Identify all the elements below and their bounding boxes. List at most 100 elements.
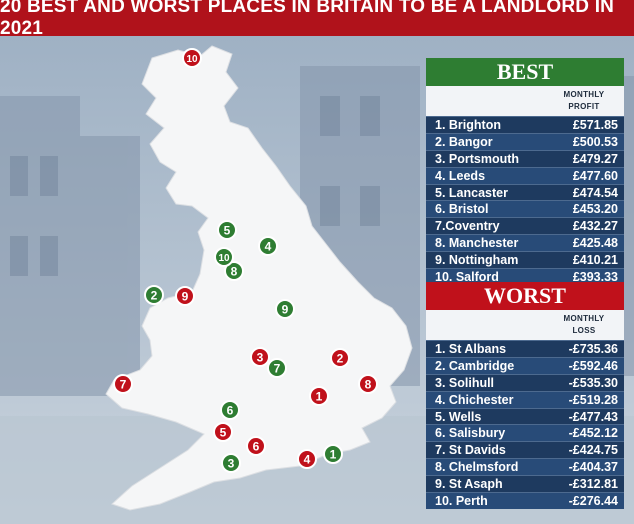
- row-name: 10. Salford: [435, 269, 499, 284]
- svg-text:7: 7: [120, 378, 127, 392]
- best-rows: 1. Brighton £571.85 2. Bangor £500.53 3. P…: [426, 116, 624, 285]
- row-name: 8. Chelmsford: [435, 460, 519, 475]
- best-marker-5: 5: [217, 220, 237, 240]
- row-name: 9. St Asaph: [435, 477, 503, 492]
- table-row: 6. Bristol £453.20: [426, 200, 624, 218]
- row-value: £453.20: [572, 202, 618, 217]
- row-value: -£477.43: [568, 409, 618, 424]
- row-name: 5. Lancaster: [435, 185, 508, 200]
- worst-marker-6: 6: [246, 436, 266, 456]
- best-marker-8: 8: [224, 261, 244, 281]
- worst-marker-7: 7: [113, 374, 133, 394]
- row-value: £410.21: [572, 253, 618, 268]
- row-name: 3. Portsmouth: [435, 151, 520, 166]
- row-name: 7.Coventry: [435, 219, 500, 234]
- svg-text:6: 6: [253, 440, 260, 454]
- svg-text:5: 5: [220, 426, 227, 440]
- best-marker-6: 6: [220, 400, 240, 420]
- table-row: 3. Portsmouth £479.27: [426, 149, 624, 167]
- svg-text:3: 3: [257, 351, 264, 365]
- svg-text:1: 1: [316, 390, 323, 404]
- row-value: -£519.28: [568, 392, 618, 407]
- row-value: -£404.37: [568, 460, 618, 475]
- worst-marker-3: 3: [250, 347, 270, 367]
- page-title: 20 BEST AND WORST PLACES IN BRITAIN TO B…: [0, 0, 634, 39]
- best-table: BEST MONTHLY PROFIT 1. Brighton £571.85 2…: [426, 58, 624, 285]
- row-name: 10. Perth: [435, 493, 488, 508]
- table-row: 10. Salford £393.33: [426, 268, 624, 285]
- table-row: 5. Wells -£477.43: [426, 407, 624, 425]
- svg-text:9: 9: [182, 290, 189, 304]
- row-name: 9. Nottingham: [435, 253, 519, 268]
- table-row: 3. Solihull -£535.30: [426, 373, 624, 391]
- worst-heading: WORST: [426, 282, 624, 310]
- worst-marker-4: 4: [297, 449, 317, 469]
- table-row: 6. Salisbury -£452.12: [426, 424, 624, 442]
- row-name: 6. Bristol: [435, 202, 489, 217]
- table-row: 5. Lancaster £474.54: [426, 183, 624, 201]
- best-marker-1: 1: [323, 444, 343, 464]
- row-value: -£312.81: [568, 477, 618, 492]
- best-marker-7: 7: [267, 358, 287, 378]
- svg-text:10: 10: [186, 54, 198, 65]
- table-row: 10. Perth -£276.44: [426, 492, 624, 509]
- svg-text:2: 2: [151, 289, 158, 303]
- best-marker-9: 9: [275, 299, 295, 319]
- svg-text:9: 9: [282, 303, 289, 317]
- best-marker-4: 4: [258, 236, 278, 256]
- row-name: 4. Leeds: [435, 168, 486, 183]
- best-markers: 1 2 3 4 5 6 7 8 9 10: [144, 220, 343, 473]
- row-value: -£535.30: [568, 375, 618, 390]
- svg-text:10: 10: [218, 253, 230, 264]
- row-value: £474.54: [572, 185, 618, 200]
- table-row: 7.Coventry £432.27: [426, 217, 624, 234]
- row-name: 2. Bangor: [435, 134, 493, 149]
- svg-text:8: 8: [365, 378, 372, 392]
- table-row: 7. St Davids -£424.75: [426, 441, 624, 458]
- best-marker-10: 10: [214, 247, 234, 267]
- row-name: 6. Salisbury: [435, 426, 506, 441]
- table-row: 1. Brighton £571.85: [426, 116, 624, 133]
- row-name: 4. Chichester: [435, 392, 514, 407]
- svg-text:4: 4: [304, 453, 311, 467]
- best-marker-2: 2: [144, 285, 164, 305]
- table-row: 1. St Albans -£735.36: [426, 340, 624, 357]
- svg-text:8: 8: [231, 265, 238, 279]
- row-value: £425.48: [572, 236, 618, 251]
- row-value: £571.85: [572, 117, 618, 132]
- row-name: 3. Solihull: [435, 375, 495, 390]
- svg-text:1: 1: [330, 448, 337, 462]
- worst-marker-1: 1: [309, 386, 329, 406]
- best-marker-3: 3: [221, 453, 241, 473]
- worst-marker-8: 8: [358, 374, 378, 394]
- svg-text:4: 4: [265, 240, 272, 254]
- britain-map: 1 2 3 4 5 6 7 8 9 10 1 2 3 4 5 6 7 8 9 1…: [105, 45, 413, 511]
- worst-markers: 1 2 3 4 5 6 7 8 9 10: [113, 48, 378, 469]
- row-value: -£735.36: [568, 341, 618, 356]
- table-row: 9. Nottingham £410.21: [426, 251, 624, 268]
- row-value: -£424.75: [568, 443, 618, 458]
- table-row: 9. St Asaph -£312.81: [426, 475, 624, 492]
- row-value: -£592.46: [568, 358, 618, 373]
- table-row: 2. Bangor £500.53: [426, 132, 624, 150]
- worst-marker-10: 10: [182, 48, 202, 68]
- row-name: 2. Cambridge: [435, 358, 515, 373]
- worst-marker-2: 2: [330, 348, 350, 368]
- table-row: 8. Chelmsford -£404.37: [426, 458, 624, 476]
- worst-marker-5: 5: [213, 422, 233, 442]
- svg-text:5: 5: [224, 224, 231, 238]
- svg-text:6: 6: [227, 404, 234, 418]
- row-value: -£276.44: [568, 493, 618, 508]
- row-value: £393.33: [572, 269, 618, 284]
- worst-rows: 1. St Albans -£735.36 2. Cambridge -£592.4…: [426, 340, 624, 509]
- table-row: 4. Leeds £477.60: [426, 166, 624, 184]
- svg-text:7: 7: [274, 362, 281, 376]
- britain-landmass: [105, 45, 413, 511]
- best-heading: BEST: [426, 58, 624, 86]
- svg-text:3: 3: [228, 457, 235, 471]
- row-name: 7. St Davids: [435, 443, 506, 458]
- worst-marker-9: 9: [175, 286, 195, 306]
- row-name: 8. Manchester: [435, 236, 519, 251]
- row-name: 1. St Albans: [435, 341, 507, 356]
- row-value: -£452.12: [568, 426, 618, 441]
